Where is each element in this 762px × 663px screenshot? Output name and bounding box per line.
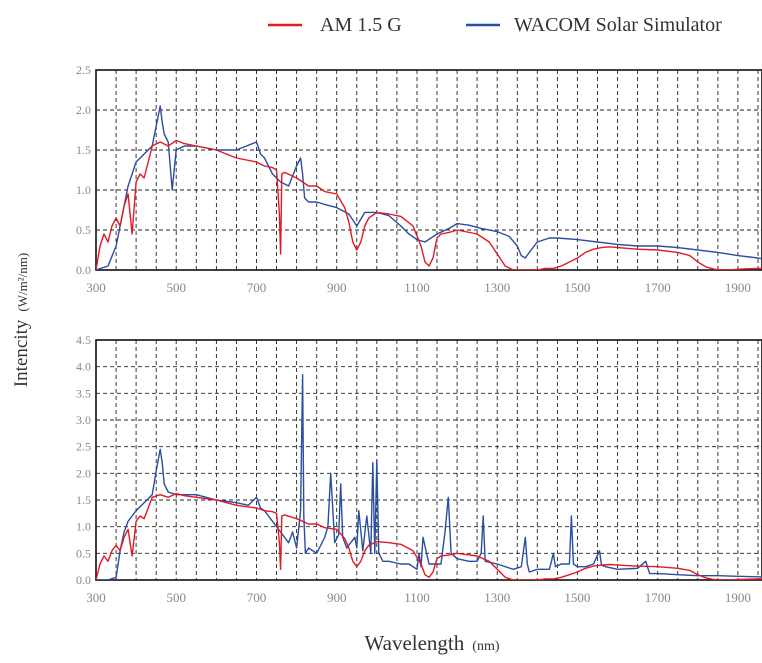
legend-label-wacom: WACOM Solar Simulator: [514, 14, 722, 36]
x-tick-label: 1900: [725, 590, 751, 605]
y-tick-label: 4.0: [76, 360, 91, 374]
x-tick-label: 1300: [484, 590, 510, 605]
x-tick-label: 900: [327, 590, 347, 605]
series-line-am15g: [96, 492, 762, 580]
x-tick-label: 900: [327, 280, 347, 295]
y-axis-label-unit: (W/m²/nm): [15, 253, 30, 312]
y-tick-label: 1.0: [76, 183, 91, 197]
plot-frame: [95, 69, 762, 271]
x-tick-label: 1700: [645, 590, 671, 605]
y-tick-label: 0.0: [76, 573, 91, 587]
x-tick-label: 1100: [404, 590, 430, 605]
y-axis-label: Intencity (W/m²/nm): [11, 253, 32, 387]
y-tick-label: 1.5: [76, 493, 91, 507]
y-axis-label-main: Intencity: [11, 319, 32, 387]
y-tick-label: 0.5: [76, 223, 91, 237]
x-tick-label: 500: [166, 590, 186, 605]
x-axis-label: Wavelength (nm): [365, 631, 500, 655]
x-tick-label: 1500: [564, 280, 590, 295]
x-tick-label: 700: [247, 590, 267, 605]
y-tick-label: 1.5: [76, 143, 91, 157]
x-tick-label: 500: [166, 280, 186, 295]
x-tick-label: 1300: [484, 280, 510, 295]
y-tick-label: 3.5: [76, 386, 91, 400]
y-tick-label: 2.5: [76, 63, 91, 77]
chart-panel-top: 0.0 0.5 1.0 1.5 2.0 2.5 300 500 700 900 1100 1300 15…: [76, 63, 762, 295]
x-tick-label: 1500: [564, 590, 590, 605]
x-tick-label: 700: [247, 280, 267, 295]
x-tick-label: 1900: [725, 280, 751, 295]
y-tick-label: 0.5: [76, 546, 91, 560]
x-tick-label: 1700: [645, 280, 671, 295]
legend-label-am15g: AM 1.5 G: [320, 14, 402, 36]
x-tick-label: 300: [86, 280, 106, 295]
y-tick-label: 2.0: [76, 103, 91, 117]
legend: AM 1.5 G WACOM Solar Simulator: [268, 14, 722, 36]
plot-frame: [95, 339, 762, 581]
series-line-wacom: [96, 105, 762, 270]
x-axis-label-unit: (nm): [472, 639, 500, 654]
series-line-am15g: [96, 139, 762, 270]
chart-panel-bottom: 0.0 0.5 1.0 1.5 2.0 2.5 3.0 3.5 4.0 4.5 300 500 700 9…: [76, 333, 762, 605]
x-tick-label: 300: [86, 590, 106, 605]
y-tick-label: 2.0: [76, 466, 91, 480]
y-tick-label: 2.5: [76, 440, 91, 454]
y-tick-label: 3.0: [76, 413, 91, 427]
y-tick-label: 0.0: [76, 263, 91, 277]
x-axis-label-main: Wavelength: [365, 631, 465, 655]
y-tick-label: 4.5: [76, 333, 91, 347]
y-tick-label: 1.0: [76, 520, 91, 534]
x-tick-label: 1100: [404, 280, 430, 295]
